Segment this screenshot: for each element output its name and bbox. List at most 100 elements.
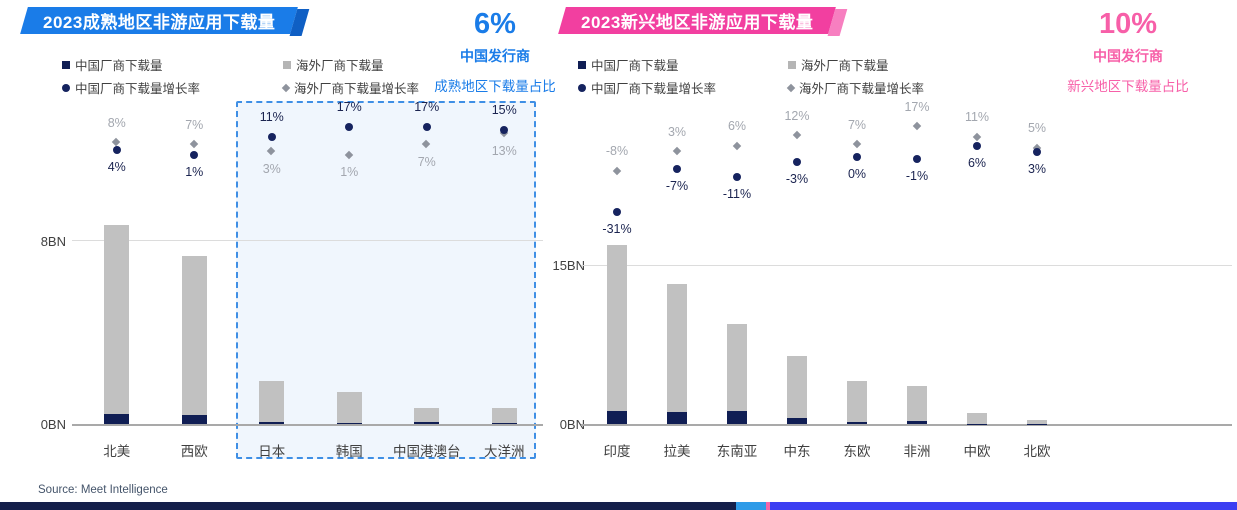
bar-china: [907, 420, 927, 424]
right-share-annotation: 10% 中国发行商 新兴地区下载量占比: [1058, 8, 1198, 95]
category-label: 北欧: [1023, 444, 1051, 459]
growth-marker-china-circle: [1033, 147, 1041, 156]
navy-square-icon: [62, 60, 70, 69]
legend-overseas-downloads: 海外厂商下载量: [788, 55, 889, 74]
growth-marker-overseas-diamond: [792, 130, 801, 140]
growth-label: -31%: [602, 222, 632, 237]
gray-diamond-icon: [281, 83, 291, 92]
left-share-percent: 6%: [474, 8, 516, 40]
footer-bar-segment: [770, 502, 1237, 510]
growth-label: 3%: [1027, 161, 1047, 176]
growth-marker-overseas-diamond: [1032, 143, 1041, 152]
growth-marker-china-circle: [190, 151, 199, 160]
growth-marker-china-circle: [793, 158, 801, 167]
left-chart-title: 2023成熟地区非游应用下载量: [42, 13, 276, 32]
footer-bar-segment: [736, 502, 766, 510]
bar-china: [667, 412, 687, 424]
growth-label: -11%: [722, 186, 752, 201]
left-share-label2: 成熟地区下载量占比: [434, 79, 556, 94]
navy-circle-icon: [578, 83, 586, 92]
left-y-tick-0bn: 0BN: [40, 417, 66, 432]
category-label: 非洲: [903, 444, 931, 459]
bar-overseas: [967, 413, 987, 424]
growth-label: 11%: [964, 110, 990, 125]
right-chart-title-banner: 2023新兴地区非游应用下载量: [558, 7, 848, 36]
legend-china-downloads: 中国厂商下载量: [578, 55, 679, 74]
category-label: 东南亚: [716, 444, 758, 459]
gray-square-icon: [788, 60, 796, 69]
bar-overseas: [607, 244, 627, 412]
footer-bar: [0, 502, 1237, 510]
right-share-label2: 新兴地区下载量占比: [1067, 79, 1189, 94]
legend-label: 中国厂商下载量: [591, 59, 679, 73]
growth-label: 17%: [904, 99, 930, 114]
growth-label: 0%: [847, 167, 867, 181]
x-axis-baseline: [581, 424, 1232, 426]
growth-marker-overseas-diamond: [112, 138, 121, 147]
legend-label: 海外厂商下载量增长率: [799, 82, 925, 96]
growth-marker-overseas-diamond: [732, 141, 741, 151]
bar-overseas: [104, 225, 130, 414]
footer-bar-segment: [766, 502, 770, 510]
footer-bar-segment: [0, 502, 736, 510]
growth-label: 7%: [185, 117, 204, 132]
right-y-tick-15bn: 15BN: [552, 258, 585, 273]
bar-china: [787, 418, 807, 424]
growth-label: -1%: [905, 168, 929, 183]
legend-label: 海外厂商下载量: [801, 59, 889, 73]
growth-label: 5%: [1027, 121, 1047, 136]
bar-overseas: [181, 256, 207, 415]
growth-label: -8%: [605, 144, 629, 159]
category-label: 东欧: [843, 444, 871, 459]
bar-china: [847, 421, 867, 424]
bar-overseas: [1027, 419, 1047, 424]
growth-label: 6%: [727, 119, 747, 134]
bar-china: [181, 414, 207, 424]
legend-label: 海外厂商下载量: [296, 59, 384, 73]
navy-square-icon: [578, 60, 586, 69]
banner-accent: [827, 9, 848, 36]
right-share-label1: 中国发行商: [1093, 48, 1163, 64]
growth-marker-overseas-diamond: [672, 146, 681, 156]
growth-label: 7%: [847, 117, 867, 132]
category-label: 西欧: [180, 444, 208, 459]
growth-marker-china-circle: [853, 153, 861, 161]
bar-china: [104, 413, 130, 424]
bar-overseas: [667, 284, 687, 413]
growth-label: 12%: [784, 108, 810, 123]
bar-overseas: [727, 324, 747, 412]
right-share-percent: 10%: [1098, 8, 1158, 40]
left-y-tick-8bn: 8BN: [40, 234, 66, 249]
gray-square-icon: [283, 60, 291, 69]
growth-marker-china-circle: [973, 142, 981, 151]
growth-marker-china-circle: [613, 208, 621, 217]
growth-marker-china-circle: [673, 165, 681, 174]
legend-overseas-growth: 海外厂商下载量增长率: [786, 78, 925, 97]
legend-label: 中国厂商下载量: [75, 59, 163, 73]
source-note: Source: Meet Intelligence: [38, 484, 168, 496]
growth-label: 8%: [107, 115, 126, 130]
growth-marker-overseas-diamond: [612, 166, 621, 175]
growth-marker-china-circle: [733, 172, 741, 181]
growth-marker-overseas-diamond: [912, 121, 921, 131]
legend-overseas-downloads: 海外厂商下载量: [283, 55, 384, 74]
growth-marker-overseas-diamond: [189, 139, 198, 149]
category-label: 中欧: [963, 444, 991, 459]
navy-circle-icon: [62, 83, 70, 92]
gridline: [581, 265, 1232, 266]
legend-label: 中国厂商下载量增长率: [591, 82, 717, 96]
legend-china-growth: 中国厂商下载量增长率: [578, 78, 716, 97]
growth-label: 4%: [107, 159, 126, 174]
legend-label: 中国厂商下载量增长率: [75, 82, 201, 96]
category-label: 北美: [103, 444, 131, 459]
left-chart-title-banner: 2023成熟地区非游应用下载量: [20, 7, 310, 36]
growth-label: 3%: [667, 124, 687, 139]
growth-marker-china-circle: [913, 154, 921, 163]
bar-overseas: [907, 385, 927, 421]
category-label: 拉美: [663, 444, 691, 459]
left-share-label1: 中国发行商: [460, 48, 530, 64]
category-label: 印度: [603, 444, 631, 459]
